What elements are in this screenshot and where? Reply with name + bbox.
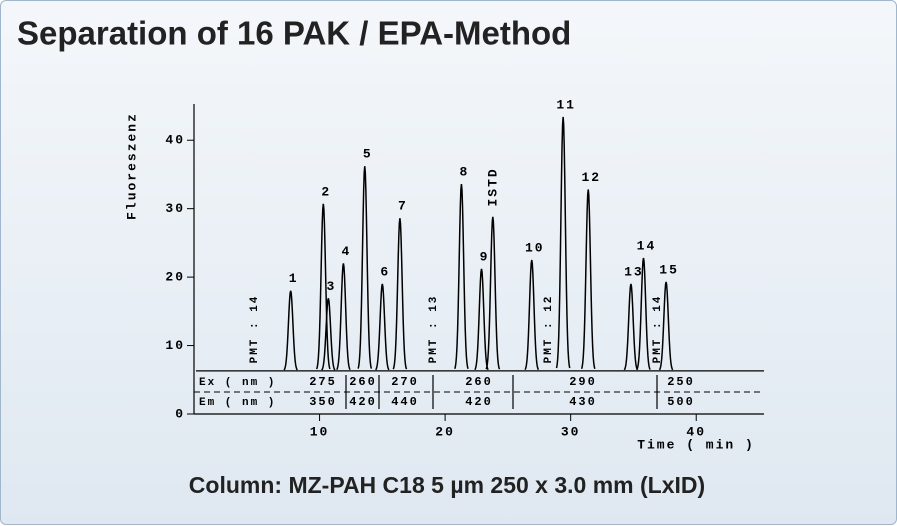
peak-label: 11 <box>556 97 576 112</box>
ex-value: 260 <box>349 375 377 389</box>
peak-label: ISTD <box>485 167 500 206</box>
x-axis-label: Time ( min ) <box>637 437 755 452</box>
em-value: 430 <box>569 395 597 409</box>
peak <box>474 268 489 371</box>
peak <box>321 298 336 371</box>
em-value: 420 <box>349 395 377 409</box>
peak-label: 3 <box>326 279 336 294</box>
ex-value: 290 <box>569 375 597 389</box>
pmt-annotation: PMT : 14 <box>249 295 261 364</box>
x-tick-label: 40 <box>686 424 706 439</box>
peak <box>283 290 298 371</box>
y-tick-label: 10 <box>165 338 185 353</box>
ex-value: 250 <box>667 375 695 389</box>
peak <box>580 189 596 370</box>
peak-label: 7 <box>398 199 408 214</box>
peak-label: 14 <box>637 238 657 253</box>
peak <box>315 203 331 370</box>
peak-label: 2 <box>321 184 331 199</box>
peak <box>336 263 351 370</box>
y-axis-label: Fluoreszenz <box>124 112 139 220</box>
peak-label: 15 <box>659 262 679 277</box>
peak-label: 9 <box>480 249 490 264</box>
em-value: 350 <box>309 395 337 409</box>
y-tick-label: 30 <box>165 201 185 216</box>
peak-label: 1 <box>289 271 299 286</box>
x-tick-label: 10 <box>310 424 330 439</box>
pmt-annotation: PMT : 12 <box>543 295 555 364</box>
em-value: 420 <box>465 395 493 409</box>
peak-label: 5 <box>363 147 373 162</box>
peak <box>623 283 639 371</box>
peak-label: 12 <box>581 170 601 185</box>
y-tick-label: 20 <box>165 270 185 285</box>
y-tick-label: 40 <box>165 133 185 148</box>
peak <box>636 257 651 370</box>
peak-label: 10 <box>525 240 545 255</box>
peak-label: 6 <box>380 264 390 279</box>
peak <box>454 183 469 369</box>
peak-label: 8 <box>460 164 470 179</box>
ex-value: 275 <box>309 375 337 389</box>
chart-title: Separation of 16 PAK / EPA-Method <box>17 15 571 52</box>
peak <box>375 283 390 371</box>
x-tick-label: 20 <box>435 424 455 439</box>
peak <box>485 216 501 370</box>
em-label: Em ( nm ) <box>199 397 276 409</box>
x-tick-label: 30 <box>561 424 581 439</box>
peak <box>392 218 408 370</box>
em-value: 500 <box>667 395 695 409</box>
y-tick-label: 0 <box>175 406 185 421</box>
pmt-annotation: PMT : 14 <box>652 295 664 364</box>
peak <box>524 259 540 370</box>
ex-value: 270 <box>391 375 419 389</box>
pmt-annotation: PMT : 13 <box>428 295 440 364</box>
peak-label: 13 <box>624 264 644 279</box>
peak <box>555 116 571 369</box>
peak <box>357 166 373 369</box>
peak <box>658 281 674 371</box>
em-value: 440 <box>391 395 419 409</box>
ex-value: 260 <box>465 375 493 389</box>
ex-label: Ex ( nm ) <box>199 377 276 389</box>
peak-label: 4 <box>342 244 352 259</box>
caption: Column: MZ-PAH C18 5 µm 250 x 3.0 mm (Lx… <box>189 472 705 498</box>
